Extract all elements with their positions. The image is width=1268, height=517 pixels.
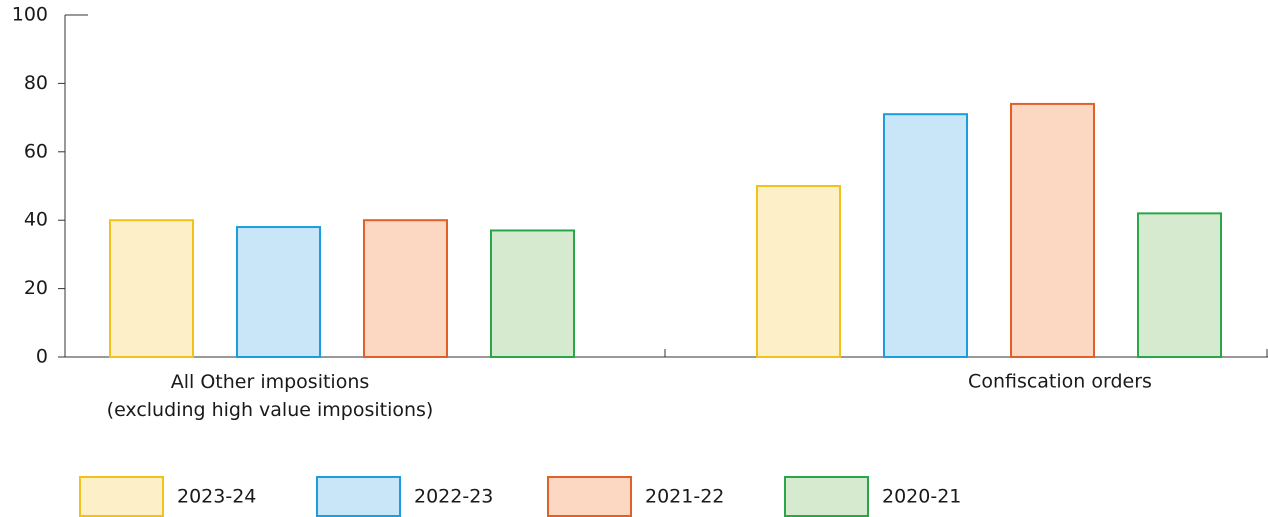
legend-swatch <box>547 476 632 517</box>
legend-label: 2021-22 <box>645 486 724 508</box>
x-tick-label: All Other impositions (excluding high val… <box>107 371 434 421</box>
bar <box>1010 102 1095 358</box>
bar <box>109 219 194 358</box>
bar <box>236 226 321 358</box>
x-tick-label: Confiscation orders <box>968 371 1152 393</box>
legend-swatch <box>784 476 869 517</box>
bar <box>883 113 968 359</box>
y-tick-label: 100 <box>12 4 48 26</box>
bar <box>756 185 841 358</box>
bar <box>490 229 575 359</box>
bar <box>1137 212 1222 358</box>
legend-label: 2022-23 <box>414 486 493 508</box>
y-tick-label: 60 <box>24 140 48 162</box>
bar <box>363 219 448 358</box>
y-tick-label: 80 <box>24 72 48 94</box>
legend-swatch <box>79 476 164 517</box>
y-tick-label: 20 <box>24 277 48 299</box>
y-tick-label: 0 <box>36 346 48 368</box>
legend-label: 2023-24 <box>177 486 256 508</box>
y-tick-label: 40 <box>24 209 48 231</box>
legend-label: 2020-21 <box>882 486 961 508</box>
legend-swatch <box>316 476 401 517</box>
